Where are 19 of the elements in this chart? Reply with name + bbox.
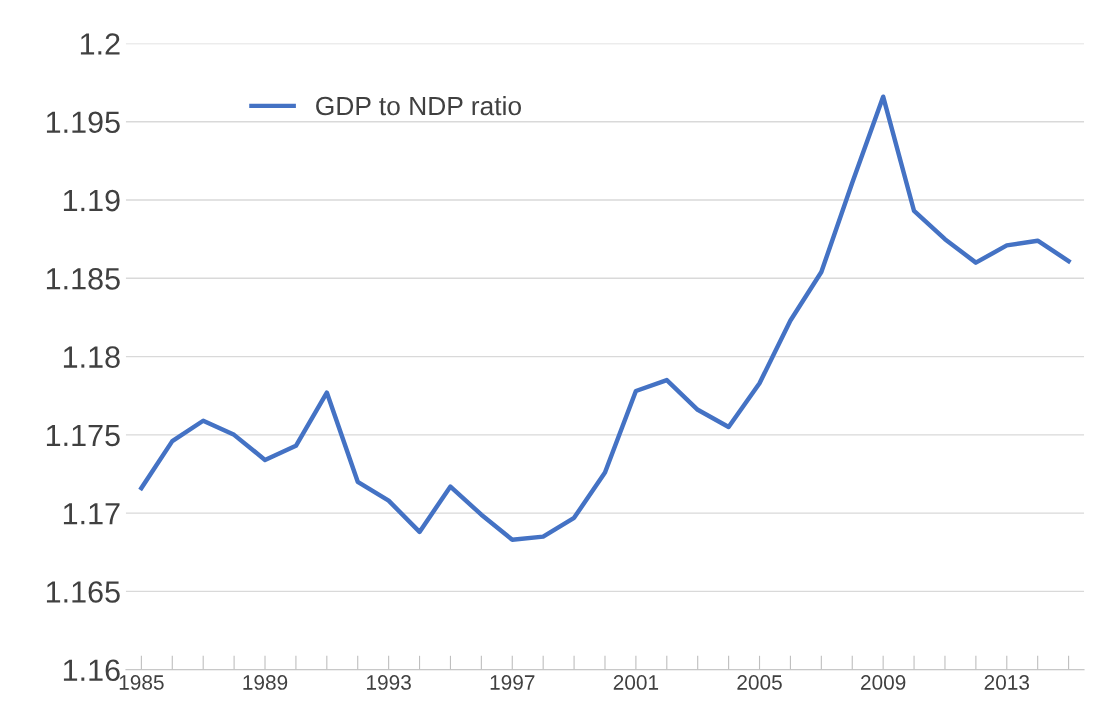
x-tick-label: 2013: [984, 675, 1030, 690]
line-series: [139, 94, 1071, 542]
x-tick-label: 1985: [119, 675, 164, 690]
y-tick-label: 1.18: [63, 346, 120, 368]
y-tick-label: 1.19: [63, 189, 120, 212]
x-tick-label: 2005: [737, 675, 782, 690]
x-tick-label: 1997: [490, 675, 535, 690]
x-tick-label: 2009: [861, 675, 906, 690]
legend-label: GDP to NDP ratio: [316, 95, 521, 116]
y-tick-label: 1.185: [46, 268, 120, 290]
y-tick-label: 1.165: [46, 581, 120, 603]
x-tick-label: 1989: [243, 675, 288, 690]
y-tick-label: 1.17: [63, 503, 120, 525]
y-tick-label: 1.175: [46, 424, 120, 447]
x-tick-label: 1993: [367, 675, 411, 690]
y-tick-label: 1.2: [80, 33, 120, 55]
y-tick-label: 1.195: [46, 111, 120, 134]
x-tick-label: 2001: [613, 675, 659, 690]
y-tick-label: 1.16: [63, 659, 120, 682]
